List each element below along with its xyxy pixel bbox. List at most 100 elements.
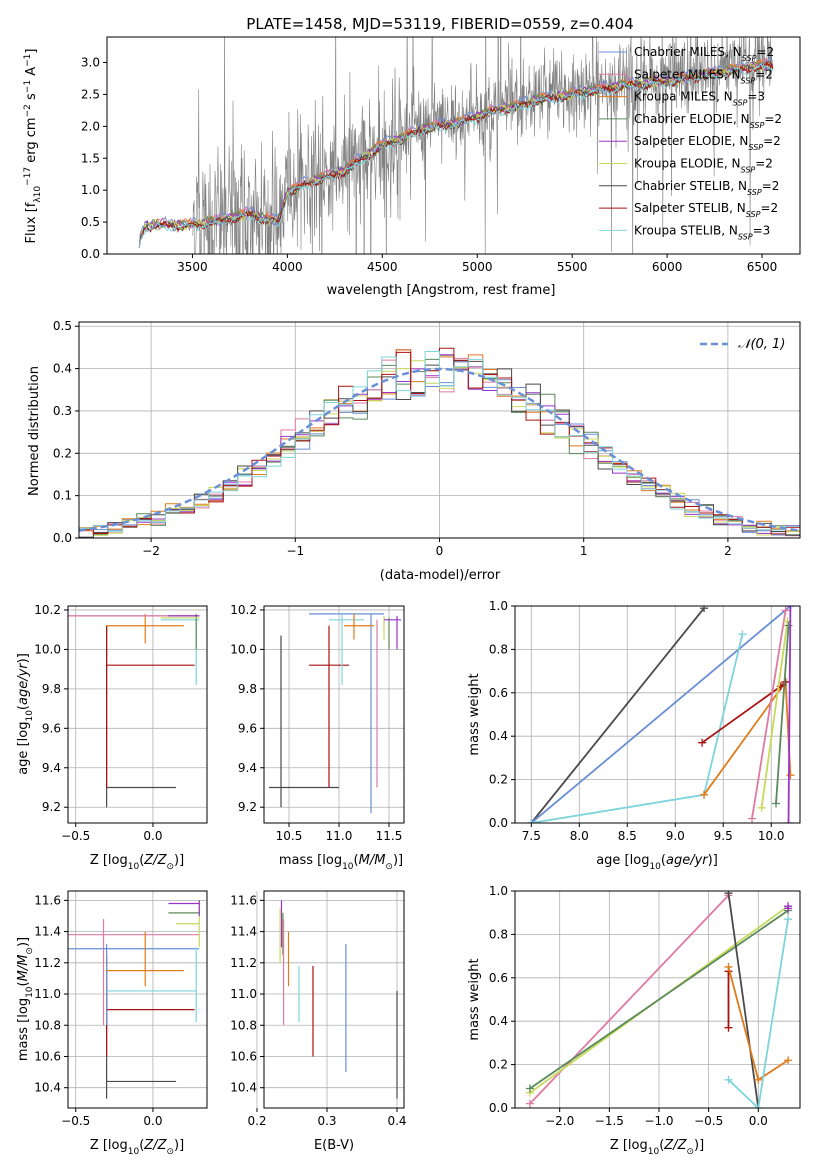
axes-age-vs-z bbox=[68, 606, 207, 823]
y-tick-label: 10.8 bbox=[230, 1018, 257, 1032]
y-axis-label: Normed distribution bbox=[27, 366, 42, 496]
y-tick-label: 9.2 bbox=[42, 800, 61, 814]
y-tick-label: 0.6 bbox=[489, 971, 508, 985]
y-axis-label: Flux [fλ10−17 erg cm−2 s−1 A−1] bbox=[23, 49, 43, 244]
weight-marker bbox=[724, 891, 733, 898]
x-tick-label: 9.0 bbox=[666, 829, 685, 843]
x-tick-label: 8.0 bbox=[570, 829, 589, 843]
label-part: )] bbox=[694, 1138, 704, 1153]
label-part: age [log bbox=[596, 853, 649, 868]
y-tick-label: 0.6 bbox=[489, 686, 508, 700]
axes-mass-vs-ebv bbox=[256, 891, 404, 1108]
plot-area-mass-vs-z bbox=[68, 900, 200, 1099]
label-part: 10 bbox=[25, 710, 35, 722]
x-tick-label: −0.5 bbox=[61, 829, 90, 843]
weight-marker bbox=[786, 606, 795, 610]
y-tick-label: 2.0 bbox=[81, 119, 100, 133]
legend-n: =2 bbox=[764, 112, 782, 126]
y-tick-label: 0.2 bbox=[53, 446, 72, 460]
label-part: λ bbox=[33, 197, 43, 203]
y-tick-label: 0.1 bbox=[53, 489, 72, 503]
y-tick-label: 0.8 bbox=[489, 927, 508, 941]
y-tick-label: 0.4 bbox=[489, 1014, 508, 1028]
y-tick-label: 0.5 bbox=[81, 215, 100, 229]
weight-marker bbox=[700, 606, 709, 613]
x-tick-label: −2.0 bbox=[545, 1114, 574, 1128]
plot-area-age-vs-mass bbox=[269, 613, 401, 814]
x-tick-label: 0.0 bbox=[143, 829, 162, 843]
y-tick-label: 9.8 bbox=[238, 682, 257, 696]
label-part: ( bbox=[659, 1138, 664, 1153]
y-tick-label: 11.4 bbox=[34, 925, 61, 939]
legend-text: Kroupa STELIB, N bbox=[634, 223, 738, 237]
weight-marker bbox=[527, 819, 536, 823]
label-part: ( bbox=[16, 981, 31, 986]
legend-n: =2 bbox=[755, 67, 773, 81]
x-tick-label: 0.0 bbox=[143, 1114, 162, 1128]
x-tick-label: 2 bbox=[724, 544, 732, 558]
x-tick-label: 6000 bbox=[652, 260, 683, 274]
spectrum-model-line bbox=[138, 62, 774, 248]
x-axis-label: wavelength [Angstrom, rest frame] bbox=[327, 283, 556, 298]
weight-line bbox=[529, 909, 789, 1090]
x-tick-label: 7.5 bbox=[522, 829, 541, 843]
x-tick-label: 11.5 bbox=[376, 829, 403, 843]
axes-spectrum bbox=[138, 37, 774, 254]
x-tick-label: 1 bbox=[580, 544, 588, 558]
label-part: mass [log bbox=[16, 998, 31, 1061]
legend-n: =2 bbox=[762, 179, 780, 193]
y-tick-label: 11.2 bbox=[34, 956, 61, 970]
weight-line bbox=[727, 919, 789, 1108]
x-axis-label: Z [log10(Z/Z⊙)] bbox=[90, 853, 184, 872]
legend-sub: SSP bbox=[748, 143, 763, 152]
legend-entry: Kroupa STELIB, NSSP=3 bbox=[634, 223, 770, 241]
legend-n: =3 bbox=[753, 223, 771, 237]
frame-spectrum: 3500 4000 4500 5000 5500 6000 6500 0.0 0.5 1.0 1.5… bbox=[23, 36, 801, 298]
label-part: Z [log bbox=[90, 1138, 128, 1153]
label-part: 10 bbox=[25, 986, 35, 998]
weight-marker bbox=[772, 799, 781, 808]
normal-curve bbox=[79, 367, 800, 532]
y-axis-label: mass weight bbox=[467, 958, 482, 1040]
x-tick-label: 11.0 bbox=[326, 829, 353, 843]
label-part: )] bbox=[16, 653, 31, 663]
legend-n: =2 bbox=[756, 45, 774, 59]
label-part: 10 bbox=[342, 862, 354, 872]
weight-marker bbox=[525, 1099, 534, 1108]
weight-line bbox=[530, 606, 791, 823]
spectrum-data-line bbox=[192, 37, 774, 254]
legend-text: Kroupa MILES, N bbox=[634, 90, 733, 104]
x-tick-label: 10.0 bbox=[758, 829, 785, 843]
y-tick-label: 10.4 bbox=[230, 1081, 257, 1095]
x-axis-label: E(B-V) bbox=[314, 1138, 354, 1153]
x-tick-label: 0.3 bbox=[317, 1114, 336, 1128]
weight-marker bbox=[757, 803, 766, 812]
label-part: Z/Z bbox=[143, 1138, 167, 1153]
label-part: Z/Z bbox=[143, 853, 167, 868]
x-tick-label: 3500 bbox=[177, 260, 208, 274]
legend-text: Chabrier STELIB, N bbox=[634, 179, 747, 193]
weight-marker bbox=[698, 738, 707, 747]
y-tick-label: 9.6 bbox=[238, 721, 257, 735]
legend-text: Chabrier MILES, N bbox=[634, 45, 742, 59]
y-tick-label: 0.8 bbox=[489, 642, 508, 656]
y-tick-label: 10.6 bbox=[230, 1049, 257, 1063]
y-tick-label: 0.2 bbox=[489, 1058, 508, 1072]
plot-area-weight-vs-age bbox=[527, 606, 795, 823]
legend-text: Chabrier ELODIE, N bbox=[634, 112, 750, 126]
axes-frame bbox=[106, 36, 801, 255]
x-tick-label: 5000 bbox=[462, 260, 493, 274]
x-tick-label: 0.4 bbox=[387, 1114, 406, 1128]
y-tick-label: 11.6 bbox=[230, 893, 257, 907]
y-axis-label: age [log10(age/yr)] bbox=[16, 653, 35, 775]
label-part: ⊙ bbox=[166, 862, 174, 872]
weight-line bbox=[760, 621, 789, 808]
y-tick-label: 11.0 bbox=[230, 987, 257, 1001]
axes-mass-vs-z bbox=[68, 891, 207, 1108]
weight-line bbox=[775, 625, 790, 804]
x-tick-label: 5500 bbox=[557, 260, 588, 274]
y-tick-label: 0.0 bbox=[53, 531, 72, 545]
label-part: Z [log bbox=[610, 1138, 648, 1153]
